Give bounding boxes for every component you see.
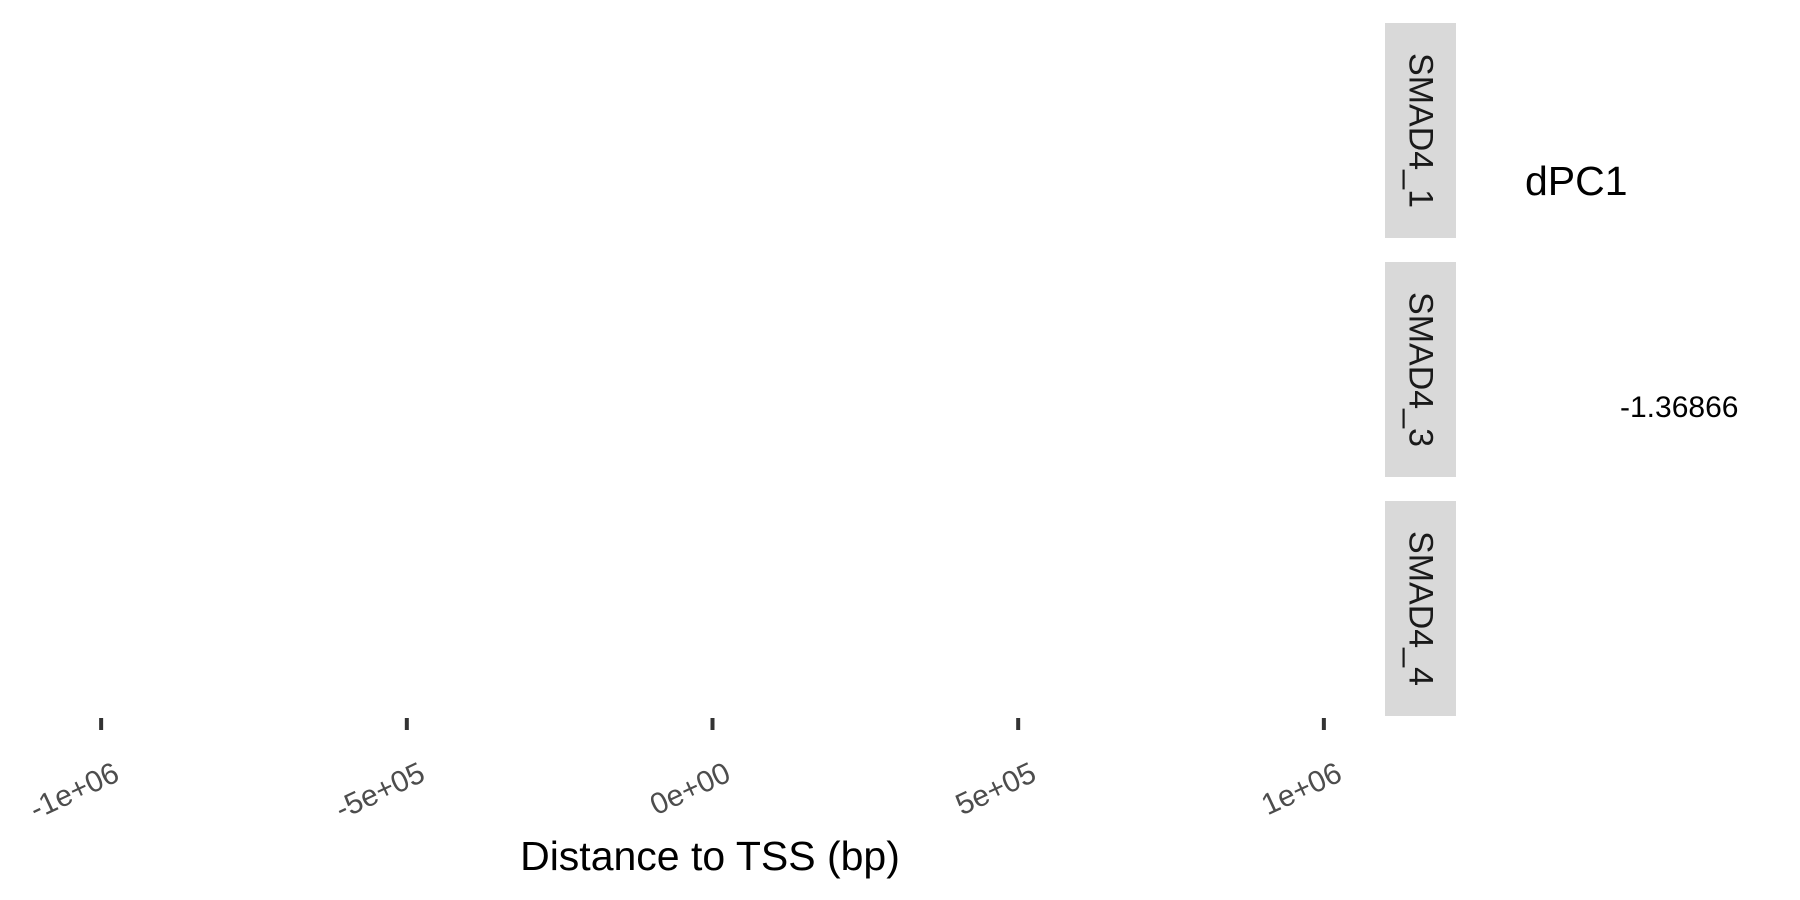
x-axis-title: Distance to TSS (bp) bbox=[520, 833, 900, 879]
x-tick-label-0: -1e+06 bbox=[25, 756, 124, 826]
legend-labels: -1.36866 bbox=[1620, 391, 1738, 424]
facet-strips: SMAD4_1 SMAD4_3 SMAD4_4 bbox=[1385, 23, 1456, 716]
legend-label-0: -1.36866 bbox=[1620, 391, 1738, 424]
x-tick-label-1: -5e+05 bbox=[330, 756, 429, 826]
legend-title: dPC1 bbox=[1525, 158, 1628, 204]
x-tick-label-3: 5e+05 bbox=[951, 756, 1041, 822]
facet-panel-smad4-3 bbox=[40, 262, 1385, 477]
facet-label-smad4-1: SMAD4_1 bbox=[1402, 53, 1440, 208]
facet-strip-smad4-4 bbox=[1385, 501, 1456, 716]
x-axis: -1e+06 -5e+05 0e+00 5e+05 1e+06 bbox=[25, 718, 1347, 826]
facet-panels bbox=[40, 23, 1385, 716]
facet-panel-smad4-4 bbox=[40, 501, 1385, 716]
x-tick-label-4: 1e+06 bbox=[1257, 756, 1347, 822]
x-tick-label-2: 0e+00 bbox=[645, 756, 735, 822]
facet-label-smad4-3: SMAD4_3 bbox=[1402, 292, 1440, 447]
legend: dPC1 -1.36866 bbox=[1525, 158, 1738, 424]
facet-label-smad4-4: SMAD4_4 bbox=[1402, 531, 1440, 686]
facet-panel-smad4-1 bbox=[40, 23, 1385, 238]
facet-strip-smad4-3 bbox=[1385, 262, 1456, 477]
facet-strip-smad4-1 bbox=[1385, 23, 1456, 238]
